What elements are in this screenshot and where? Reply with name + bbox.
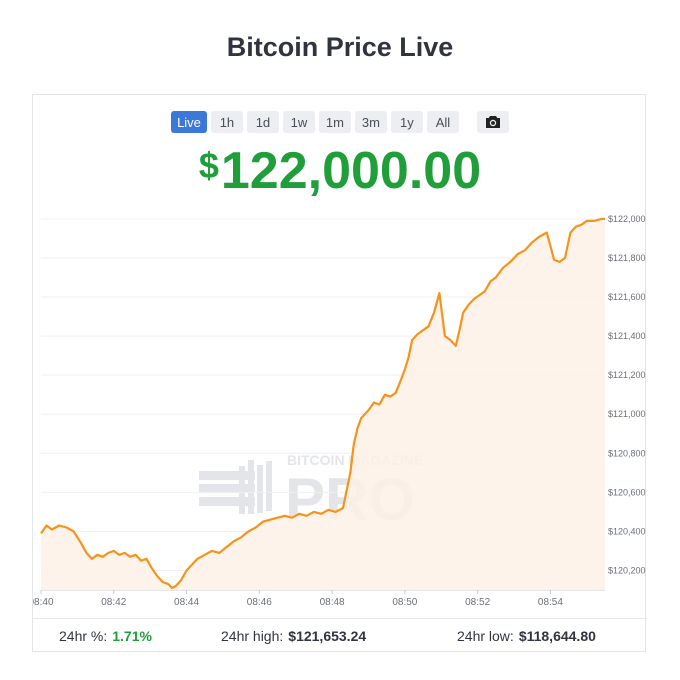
stat-24hr-change-label: 24hr %: bbox=[59, 627, 108, 644]
x-tick-label: 08:42 bbox=[101, 597, 126, 608]
camera-icon bbox=[485, 116, 500, 128]
x-tick-label: 08:46 bbox=[247, 597, 272, 608]
watermark-logo bbox=[199, 460, 272, 514]
x-tick-label: 08:52 bbox=[465, 597, 490, 608]
price-value: 122,000.00 bbox=[220, 142, 482, 200]
x-tick-label: 08:54 bbox=[538, 597, 563, 608]
stat-24hr-high-value: $121,653.24 bbox=[288, 627, 367, 644]
screenshot-button[interactable] bbox=[476, 111, 509, 133]
x-tick-label: 08:48 bbox=[320, 597, 345, 608]
price-line bbox=[40, 217, 605, 590]
y-tick-label: $121,200 bbox=[608, 370, 646, 380]
range-live-button[interactable]: Live bbox=[171, 111, 207, 133]
range-1d-button[interactable]: 1d bbox=[246, 111, 279, 133]
stat-24hr-low-label: 24hr low: bbox=[457, 627, 514, 644]
stat-24hr-high: 24hr high: $121,653.24 bbox=[221, 628, 366, 644]
y-tick-label: $121,400 bbox=[608, 331, 646, 341]
y-tick-label: $120,800 bbox=[608, 448, 646, 458]
range-1m-button[interactable]: 1m bbox=[318, 111, 351, 133]
current-price: $122,000.00 bbox=[33, 145, 647, 197]
stat-24hr-high-label: 24hr high: bbox=[221, 627, 284, 644]
range-1h-button[interactable]: 1h bbox=[210, 111, 243, 133]
stats-bar: 24hr %: 1.71% 24hr high: $121,653.24 24h… bbox=[33, 618, 647, 652]
price-chart: BITCOIN MAGAZINE PRO 08:4008:4208:4408:4… bbox=[33, 215, 646, 608]
x-tick-label: 08:50 bbox=[392, 597, 417, 608]
y-axis: $120,200 $120,400 $120,600 $120,800 $121,000… bbox=[608, 215, 646, 575]
y-tick-label: $120,400 bbox=[608, 526, 646, 536]
y-tick-label: $121,000 bbox=[608, 409, 646, 419]
stat-24hr-change: 24hr %: 1.71% bbox=[59, 628, 152, 644]
x-axis: 08:40 08:42 08:44 08:46 08:48 08:50 08:52 08:54 bbox=[33, 590, 563, 608]
price-chart-card: Live 1h 1d 1w 1m 3m 1y All $122,000.00 bbox=[32, 94, 647, 652]
y-tick-label: $120,600 bbox=[608, 487, 646, 497]
x-tick-label: 08:40 bbox=[33, 597, 54, 608]
page-title: Bitcoin Price Live bbox=[226, 32, 454, 62]
range-1w-button[interactable]: 1w bbox=[282, 111, 315, 133]
y-tick-label: $121,800 bbox=[608, 253, 646, 263]
y-tick-label: $120,200 bbox=[608, 565, 646, 575]
stat-24hr-low: 24hr low: $118,644.80 bbox=[457, 628, 596, 644]
x-tick-label: 08:44 bbox=[174, 597, 199, 608]
stat-24hr-low-value: $118,644.80 bbox=[518, 627, 596, 644]
range-all-button[interactable]: All bbox=[426, 111, 459, 133]
range-1y-button[interactable]: 1y bbox=[390, 111, 423, 133]
range-3m-button[interactable]: 3m bbox=[354, 111, 387, 133]
y-tick-label: $122,000 bbox=[608, 215, 646, 224]
range-selector: Live 1h 1d 1w 1m 3m 1y All bbox=[33, 110, 647, 134]
currency-symbol: $ bbox=[198, 145, 219, 186]
y-tick-label: $121,600 bbox=[608, 292, 646, 302]
price-area-fill bbox=[41, 218, 605, 590]
stat-24hr-change-value: 1.71% bbox=[112, 627, 152, 644]
